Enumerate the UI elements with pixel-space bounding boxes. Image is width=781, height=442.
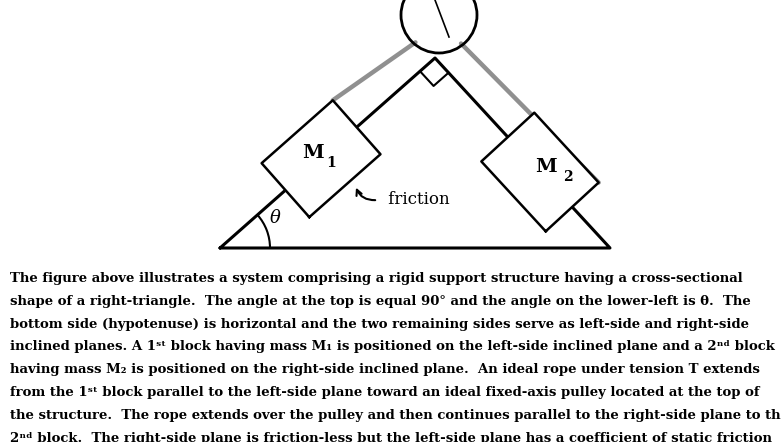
Text: having mass M₂ is positioned on the right-side inclined plane.  An ideal rope un: having mass M₂ is positioned on the righ… <box>10 363 760 376</box>
Polygon shape <box>481 113 599 231</box>
Text: the structure.  The rope extends over the pulley and then continues parallel to : the structure. The rope extends over the… <box>10 409 781 422</box>
Polygon shape <box>262 100 380 217</box>
Text: shape of a right-triangle.  The angle at the top is equal 90° and the angle on t: shape of a right-triangle. The angle at … <box>10 295 751 308</box>
Text: inclined planes. A 1ˢᵗ block having mass M₁ is positioned on the left-side incli: inclined planes. A 1ˢᵗ block having mass… <box>10 340 775 354</box>
Text: M: M <box>535 158 557 176</box>
Text: 2: 2 <box>563 170 572 184</box>
Text: friction: friction <box>383 191 450 207</box>
Text: bottom side (hypotenuse) is horizontal and the two remaining sides serve as left: bottom side (hypotenuse) is horizontal a… <box>10 318 749 331</box>
Text: The figure above illustrates a system comprising a rigid support structure havin: The figure above illustrates a system co… <box>10 272 743 285</box>
Text: θ: θ <box>269 209 280 227</box>
Text: M: M <box>302 144 324 162</box>
Text: 2ⁿᵈ block.  The right-side plane is friction-less but the left-side plane has a : 2ⁿᵈ block. The right-side plane is frict… <box>10 431 772 442</box>
Text: 1: 1 <box>326 156 336 170</box>
Text: from the 1ˢᵗ block parallel to the left-side plane toward an ideal fixed-axis pu: from the 1ˢᵗ block parallel to the left-… <box>10 386 759 399</box>
